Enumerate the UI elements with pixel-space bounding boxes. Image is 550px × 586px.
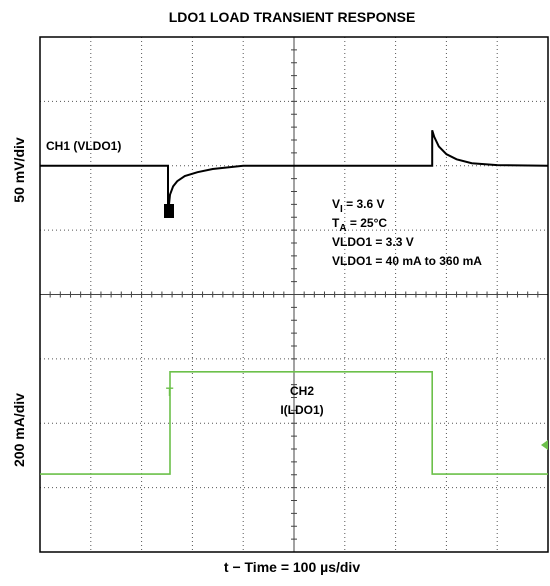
legend-label: CH2 (290, 384, 314, 398)
annotation-text: = 25°C (347, 216, 388, 230)
trace (40, 371, 548, 475)
annotation-subscript: I (340, 204, 343, 215)
annotation-subscript: A (339, 223, 346, 234)
x-axis-label: t − Time = 100 µs/div (224, 559, 360, 575)
annotation: VLDO1 = 40 mA to 360 mA (332, 254, 482, 268)
annotation-text: VLDO1 = 3.3 V (332, 235, 414, 249)
annotation-text: T (332, 216, 340, 230)
channel-marker (164, 204, 174, 218)
annotation: TA = 25°C (332, 216, 387, 234)
legend-label: CH1 (VLDO1) (46, 139, 121, 153)
y-axis-label: 200 mA/div (11, 393, 27, 467)
annotation: VI = 3.6 V (332, 197, 385, 215)
chart-title: LDO1 LOAD TRANSIENT RESPONSE (169, 9, 416, 25)
annotation-text: = 3.6 V (343, 197, 385, 211)
trigger-marker: T (166, 385, 174, 399)
trace (40, 130, 549, 215)
annotation-text: VLDO1 = 40 mA to 360 mA (332, 254, 482, 268)
plot-frame (39, 36, 549, 553)
level-arrow (541, 440, 548, 450)
y-axis-label: 50 mV/div (11, 137, 27, 203)
annotation-text: V (332, 197, 340, 211)
annotation: VLDO1 = 3.3 V (332, 235, 414, 249)
legend-label: I(LDO1) (280, 403, 323, 417)
